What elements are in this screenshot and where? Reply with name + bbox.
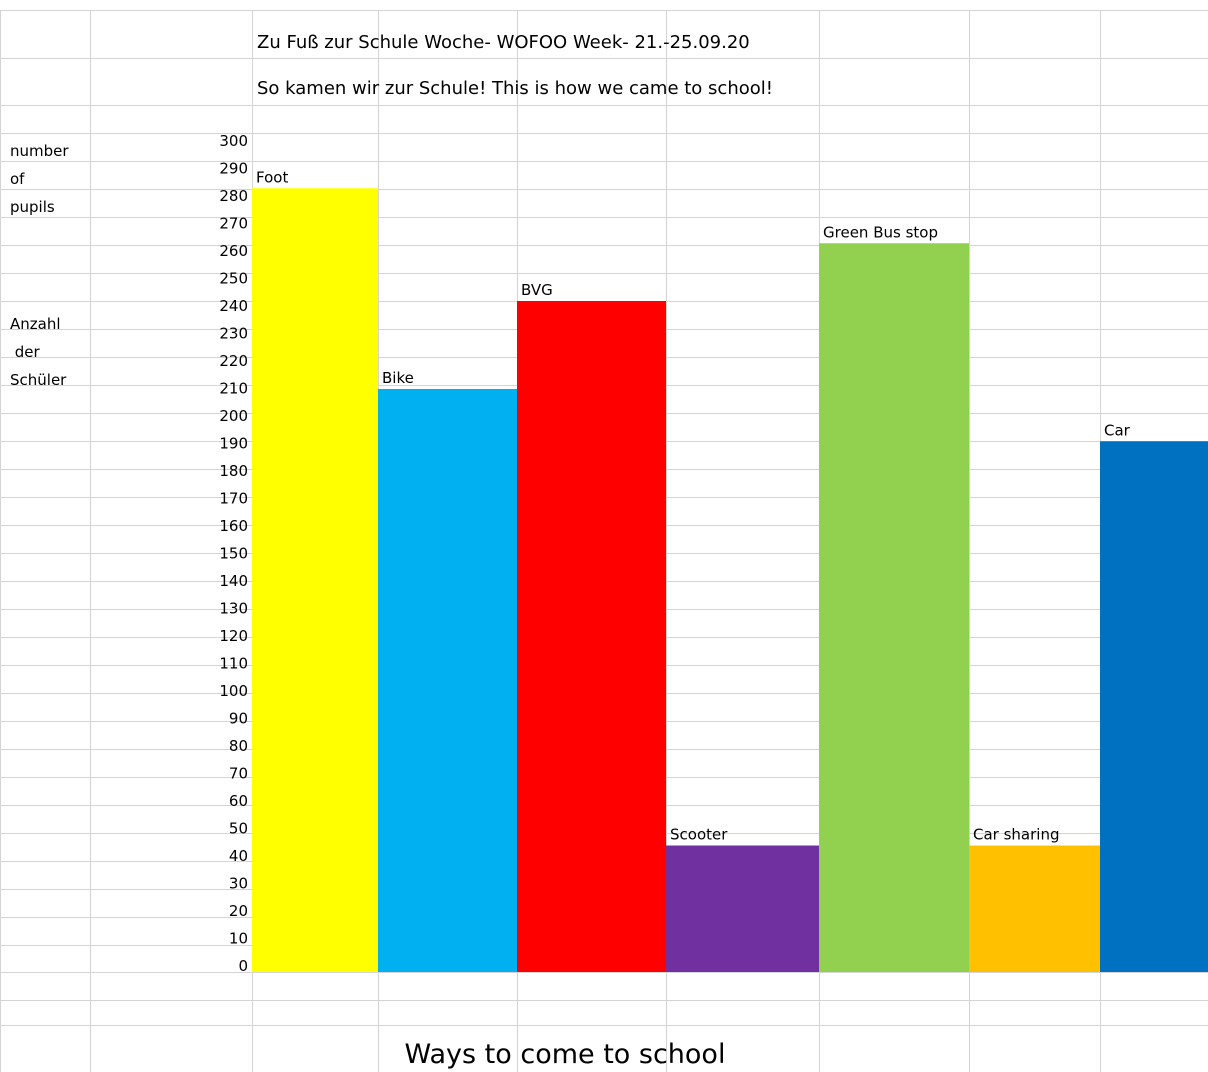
y-tick-label: 280 bbox=[219, 187, 248, 205]
y-tick-label: 270 bbox=[219, 215, 248, 233]
bar-green-bus-stop bbox=[819, 243, 969, 972]
chart-title: Zu Fuß zur Schule Woche- WOFOO Week- 21.… bbox=[257, 32, 750, 53]
bar-bike bbox=[378, 389, 517, 972]
labels: Zu Fuß zur Schule Woche- WOFOO Week- 21.… bbox=[10, 32, 773, 1070]
y-tick-label: 110 bbox=[219, 655, 248, 673]
bar-bvg bbox=[517, 301, 666, 972]
y-tick-label: 180 bbox=[219, 462, 248, 480]
category-label: Car bbox=[1104, 421, 1131, 439]
y-tick-labels: 0 10 20 30 40 50 60 70 80 90 100 110 120 130 140 150 160… bbox=[219, 132, 248, 975]
y-tick-label: 90 bbox=[229, 710, 248, 728]
y-tick-label: 80 bbox=[229, 737, 248, 755]
y-tick-label: 20 bbox=[229, 902, 248, 920]
y-tick-label: 160 bbox=[219, 517, 248, 535]
y-tick-label: 70 bbox=[229, 765, 248, 783]
y-tick-label: 200 bbox=[219, 407, 248, 425]
category-label: Scooter bbox=[670, 826, 728, 844]
bar-foot bbox=[252, 188, 378, 972]
y-tick-label: 250 bbox=[219, 270, 248, 288]
y-tick-label: 170 bbox=[219, 490, 248, 508]
x-axis-label: Ways to come to school bbox=[405, 1039, 726, 1070]
ylabel-en-line-2: of bbox=[10, 170, 25, 188]
y-tick-label: 60 bbox=[229, 792, 248, 810]
y-tick-label: 50 bbox=[229, 820, 248, 838]
y-tick-label: 140 bbox=[219, 572, 248, 590]
ylabel-en-line-1: number bbox=[10, 142, 69, 160]
y-tick-label: 100 bbox=[219, 682, 248, 700]
bar-scooter bbox=[666, 845, 819, 972]
y-tick-label: 220 bbox=[219, 352, 248, 370]
ylabel-de-line-2: der bbox=[10, 343, 41, 361]
bars bbox=[252, 188, 1208, 972]
y-tick-label: 130 bbox=[219, 600, 248, 618]
y-tick-label: 30 bbox=[229, 875, 248, 893]
y-tick-label: 300 bbox=[219, 132, 248, 150]
y-tick-label: 40 bbox=[229, 847, 248, 865]
y-tick-label: 230 bbox=[219, 325, 248, 343]
ylabel-de-line-1: Anzahl bbox=[10, 315, 61, 333]
category-label: Bike bbox=[382, 369, 414, 387]
y-tick-label: 120 bbox=[219, 627, 248, 645]
chart-subtitle: So kamen wir zur Schule! This is how we … bbox=[257, 78, 773, 99]
category-label: BVG bbox=[521, 281, 553, 299]
y-tick-label: 290 bbox=[219, 160, 248, 178]
y-tick-label: 10 bbox=[229, 930, 248, 948]
category-label: Green Bus stop bbox=[823, 223, 938, 241]
ylabel-de-line-3: Schüler bbox=[10, 371, 67, 389]
ylabel-en-line-3: pupils bbox=[10, 198, 55, 216]
y-tick-label: 190 bbox=[219, 435, 248, 453]
y-tick-label: 240 bbox=[219, 297, 248, 315]
category-labels: Foot Bike BVG Scooter Green Bus stop Car shar… bbox=[256, 168, 1131, 843]
y-tick-label: 210 bbox=[219, 380, 248, 398]
y-tick-label: 0 bbox=[238, 957, 248, 975]
category-label: Car sharing bbox=[973, 826, 1059, 844]
bar-car-sharing bbox=[969, 845, 1100, 972]
bar-car bbox=[1100, 441, 1208, 972]
y-tick-label: 260 bbox=[219, 242, 248, 260]
y-tick-label: 150 bbox=[219, 545, 248, 563]
category-label: Foot bbox=[256, 168, 288, 186]
